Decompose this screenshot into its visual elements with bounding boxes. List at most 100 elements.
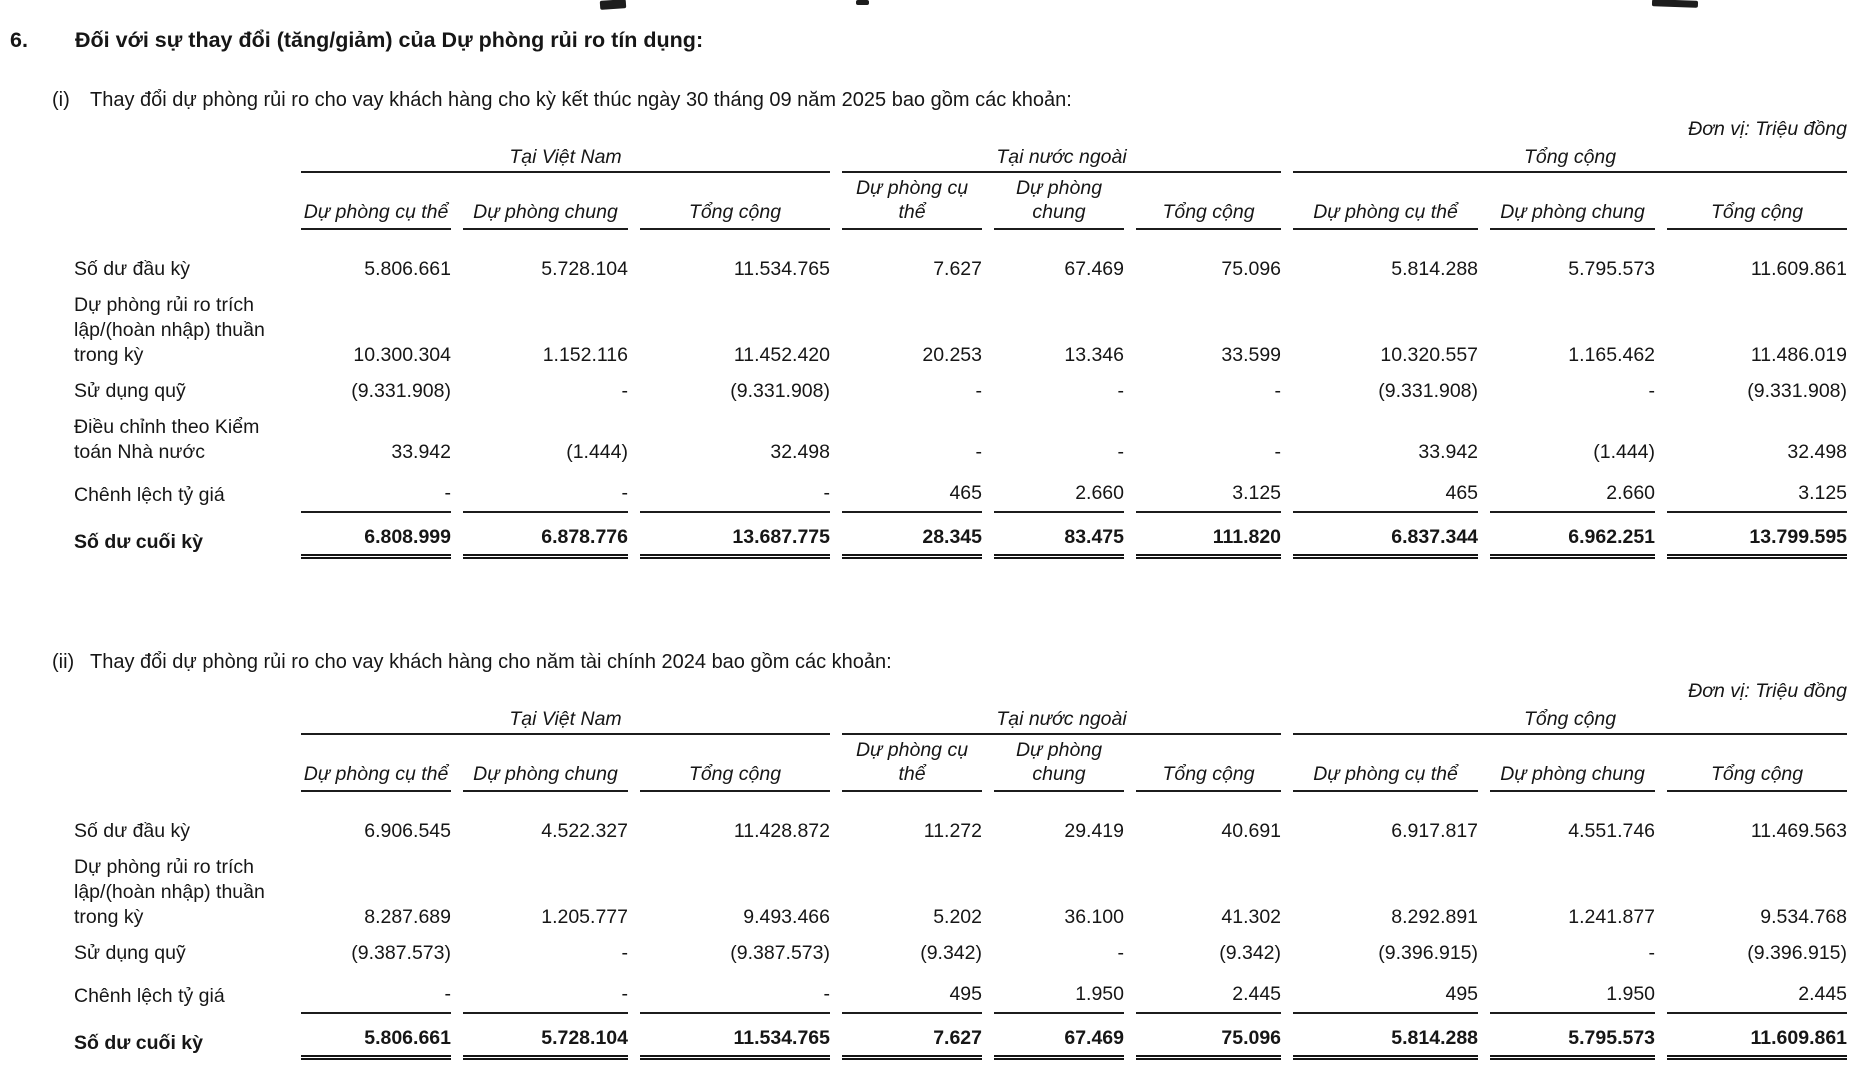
cell-value: 465 bbox=[1293, 472, 1479, 513]
table-row: Dự phòng rủi ro trích lập/(hoàn nhập) th… bbox=[74, 851, 1847, 937]
subsection-i: (i) Thay đổi dự phòng rủi ro cho vay khá… bbox=[10, 89, 1860, 559]
cell-value: - bbox=[301, 973, 451, 1014]
cell-value: - bbox=[301, 472, 451, 513]
cell-value: 1.950 bbox=[994, 973, 1124, 1014]
table-row: Chênh lệch tỷ giá - - -495 1.950 2.445 495 1.95… bbox=[74, 973, 1848, 1014]
cell-value: - bbox=[463, 973, 628, 1014]
row-label: Sử dụng quỹ bbox=[74, 942, 186, 964]
row-label: Dự phòng rủi ro trích lập/(hoàn nhập) th… bbox=[74, 294, 265, 366]
column-subheader: Dự phòng cụ thể bbox=[842, 173, 982, 230]
row-label: Chênh lệch tỷ giá bbox=[74, 985, 225, 1007]
cell-value: 11.486.019 bbox=[1750, 344, 1848, 366]
cell-value: (9.331.908) bbox=[730, 380, 830, 402]
column-subheader: Tổng cộng bbox=[1136, 735, 1282, 792]
cell-value: 2.445 bbox=[1136, 973, 1282, 1014]
cell-value: 11.428.872 bbox=[733, 820, 830, 842]
cell-value: 20.253 bbox=[922, 344, 982, 366]
cell-value: 465 bbox=[842, 472, 982, 513]
caption-marker: (i) bbox=[52, 89, 70, 111]
cell-value: - bbox=[1648, 380, 1656, 402]
table-block-2024: Đơn vị: Triệu đồng Tại Việt Nam Tại nước … bbox=[62, 674, 1859, 1060]
cell-value: - bbox=[1117, 380, 1125, 402]
column-subheader: Dự phòng cụ thể bbox=[842, 735, 982, 792]
cell-value: 13.346 bbox=[1064, 344, 1124, 366]
column-group-header: Tại nước ngoài bbox=[842, 705, 1282, 735]
scan-artifact bbox=[856, 0, 869, 5]
cell-value: - bbox=[463, 472, 628, 513]
cell-value: 11.272 bbox=[923, 820, 982, 842]
column-subheader: Dự phòng chung bbox=[1490, 735, 1656, 792]
cell-value: 11.452.420 bbox=[733, 344, 830, 366]
cell-value: 75.096 bbox=[1221, 258, 1282, 280]
cell-value: 75.096 bbox=[1136, 1014, 1282, 1060]
cell-value: 111.820 bbox=[1136, 513, 1282, 559]
empty-header-cell bbox=[74, 705, 289, 735]
column-subheader: Dự phòng cụ thể bbox=[1293, 173, 1479, 230]
cell-value: 11.534.765 bbox=[733, 258, 830, 280]
cell-value: 1.152.116 bbox=[542, 344, 628, 366]
cell-value: - bbox=[621, 380, 629, 402]
column-subheader: Tổng cộng bbox=[640, 735, 830, 792]
cell-value: 2.660 bbox=[1490, 472, 1656, 513]
row-label: Điều chỉnh theo Kiểm toán Nhà nước bbox=[74, 416, 260, 463]
caption-text: Thay đổi dự phòng rủi ro cho vay khách h… bbox=[90, 651, 892, 673]
cell-value: 67.469 bbox=[994, 1014, 1124, 1060]
cell-value: 41.302 bbox=[1221, 906, 1282, 928]
cell-value: 33.942 bbox=[1418, 441, 1479, 463]
cell-value: 33.599 bbox=[1221, 344, 1282, 366]
cell-value: (1.444) bbox=[1593, 441, 1656, 463]
cell-value: 11.469.563 bbox=[1750, 820, 1848, 842]
cell-value: 11.609.861 bbox=[1667, 1014, 1848, 1060]
cell-value: (9.396.915) bbox=[1378, 942, 1479, 964]
row-label: Dự phòng rủi ro trích lập/(hoàn nhập) th… bbox=[74, 856, 265, 928]
cell-value: 5.806.661 bbox=[364, 258, 451, 280]
column-subheader: Dự phòng chung bbox=[994, 173, 1124, 230]
table-row: Điều chỉnh theo Kiểm toán Nhà nước 33.942… bbox=[74, 411, 1847, 472]
cell-value: 2.445 bbox=[1667, 973, 1848, 1014]
cell-value: (9.342) bbox=[920, 942, 982, 964]
table-row: Số dư cuối kỳ 5.806.661 5.728.104 11.534.76… bbox=[74, 1014, 1848, 1060]
cell-value: 10.320.557 bbox=[1380, 344, 1479, 366]
column-group-header: Tổng cộng bbox=[1293, 705, 1848, 735]
cell-value: 9.534.768 bbox=[1760, 906, 1848, 928]
cell-value: - bbox=[975, 441, 983, 463]
table-row: Chênh lệch tỷ giá - - -465 2.660 3.125 465 2.66… bbox=[74, 472, 1848, 513]
row-label: Số dư cuối kỳ bbox=[74, 1032, 203, 1054]
cell-value: 4.522.327 bbox=[541, 820, 628, 842]
subheader-row: Dự phòng cụ thể Dự phòng chung Tổng cộng Dự… bbox=[74, 735, 1848, 792]
column-subheader: Tổng cộng bbox=[1667, 735, 1848, 792]
subsection-ii: (ii) Thay đổi dự phòng rủi ro cho vay kh… bbox=[10, 651, 1860, 1060]
column-subheader: Dự phòng chung bbox=[463, 735, 628, 792]
cell-value: - bbox=[1117, 441, 1125, 463]
cell-value: 2.660 bbox=[994, 472, 1124, 513]
column-subheader: Dự phòng chung bbox=[994, 735, 1124, 792]
cell-value: (9.342) bbox=[1219, 942, 1282, 964]
cell-value: 1.950 bbox=[1490, 973, 1656, 1014]
cell-value: - bbox=[1274, 380, 1282, 402]
cell-value: 36.100 bbox=[1064, 906, 1124, 928]
column-subheader: Tổng cộng bbox=[640, 173, 830, 230]
column-subheader: Dự phòng cụ thể bbox=[1293, 735, 1479, 792]
cell-value: 13.799.595 bbox=[1667, 513, 1848, 559]
unit-label: Đơn vị: Triệu đồng bbox=[1688, 118, 1847, 140]
cell-value: 83.475 bbox=[994, 513, 1124, 559]
cell-value: 5.728.104 bbox=[463, 1014, 628, 1060]
cell-value: (9.387.573) bbox=[730, 942, 830, 964]
cell-value: 8.292.891 bbox=[1391, 906, 1479, 928]
group-header-row: Tại Việt Nam Tại nước ngoài Tổng cộng bbox=[74, 705, 1848, 735]
row-label: Sử dụng quỹ bbox=[74, 380, 186, 402]
cell-value: (9.396.915) bbox=[1747, 942, 1848, 964]
group-header-row: Tại Việt Nam Tại nước ngoài Tổng cộng bbox=[74, 143, 1848, 173]
cell-value: (9.331.908) bbox=[1378, 380, 1479, 402]
column-subheader: Tổng cộng bbox=[1667, 173, 1848, 230]
cell-value: - bbox=[1274, 441, 1282, 463]
cell-value: - bbox=[975, 380, 983, 402]
table-row: Dự phòng rủi ro trích lập/(hoàn nhập) th… bbox=[74, 289, 1847, 375]
cell-value: 10.300.304 bbox=[353, 344, 451, 366]
cell-value: 32.498 bbox=[770, 441, 830, 463]
table-row: Số dư cuối kỳ 6.808.999 6.878.776 13.687.77… bbox=[74, 513, 1848, 559]
column-group-header: Tổng cộng bbox=[1293, 143, 1848, 173]
cell-value: (9.387.573) bbox=[351, 942, 451, 964]
cell-value: 1.165.462 bbox=[1568, 344, 1656, 366]
